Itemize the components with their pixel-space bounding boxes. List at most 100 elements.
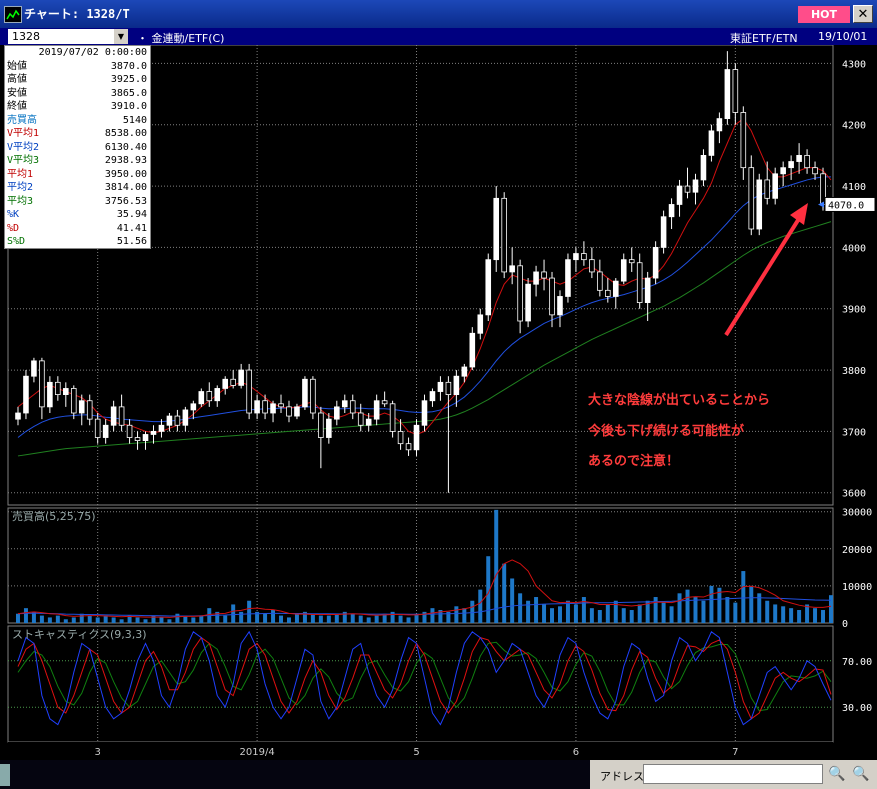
volume-bar [398,615,403,623]
stochastic-sd-line [17,641,832,712]
x-tick-label: 7 [732,747,738,758]
symbol-value: 1328 [12,30,40,43]
chart-app-icon [4,6,22,23]
candle [134,437,141,441]
volume-bar [573,604,578,623]
candle [198,391,205,405]
candle [636,262,643,304]
address-input[interactable] [643,764,823,784]
ohlc-row-value: 5140 [122,114,147,126]
volume-bar [111,617,116,623]
volume-bar [470,600,475,623]
candle [126,424,133,438]
price-tick-label: 4000 [842,243,866,254]
ohlc-row-label: 高値 [7,74,27,85]
x-tick-label: 5 [413,747,419,758]
ohlc-row: 終値 3910.0 [5,100,150,114]
candle [756,179,763,230]
address-label: アドレス [600,770,644,783]
volume-bar [725,597,730,623]
candle [668,204,675,218]
candle [732,69,739,113]
chevron-down-icon[interactable]: ▼ [114,29,128,44]
volume-bar [310,613,315,623]
volume-bar [677,593,682,623]
volume-bar [430,608,435,623]
ohlc-row-value: 8538.00 [104,128,147,139]
ohlc-row-label: %D [7,222,20,234]
volume-bar [757,593,762,623]
search-alt-icon[interactable]: 🔍 [852,766,870,782]
x-tick-label: 3 [95,747,101,758]
ohlc-row: 平均1 3950.00 [5,168,150,182]
candle [780,167,786,175]
volume-bar [151,615,156,623]
volume-bar [390,611,395,623]
symbol-selector[interactable]: 1328 ▼ [8,29,128,44]
candle [381,400,388,405]
candle [15,412,21,420]
ohlc-row-label: 売買高 [7,114,37,126]
candle [509,265,515,273]
volume-bar [645,600,650,623]
ohlc-row-label: V平均3 [7,155,40,166]
volume-bar [685,589,690,623]
ohlc-row: V平均1 8538.00 [5,127,150,141]
candle [812,167,818,175]
arrow-head [790,203,808,225]
volume-bar [143,619,148,623]
current-date: 19/10/01 [818,30,868,43]
candle [63,388,69,396]
volume-bar [613,600,618,623]
ohlc-row-label: V平均1 [7,128,40,139]
candle [341,400,348,408]
volume-bar [183,615,188,623]
candle [644,277,651,303]
hot-button[interactable]: HOT [798,6,850,23]
volume-bar [366,617,371,623]
volume-bar [358,615,363,623]
volume-panel: 0 10000 20000 30000 売買高(5,25,75) [7,507,872,630]
volume-bar [741,571,746,623]
ohlc-row-value: 3910.0 [110,101,147,112]
x-axis-strip [8,742,833,757]
volume-bar [63,619,68,623]
candle [318,412,324,438]
candle [485,259,492,316]
ohlc-rows: 始値 3870.0 高値 3925.0 安値 3865.0 終値 3910.0 売買高 5140 V… [5,60,150,249]
volume-bar [23,608,28,623]
ohlc-row-value: 2938.93 [104,155,147,166]
callout-line: あるので注意！ [588,454,680,469]
candle [605,289,611,297]
volume-bar [159,617,164,623]
candle [349,400,356,414]
candle [477,314,484,334]
stochastic-title: ストキャスティクス(9,3,3) [12,628,147,641]
candle [597,271,603,291]
volume-bar [79,613,84,623]
stochastic-tick-label: 30.00 [842,703,872,714]
volume-bar [326,615,331,623]
candle [166,415,173,426]
candle [150,430,157,435]
candle [692,179,699,193]
ohlc-row-label: 始値 [7,60,27,72]
candle [708,130,715,156]
volume-bar [797,610,802,623]
candle [70,388,77,414]
price-tick-label: 3600 [842,489,866,500]
candle [445,381,452,396]
ohlc-row-value: 41.41 [116,222,147,234]
candle [589,259,595,273]
volume-bar [597,610,602,623]
volume-bar [581,597,586,623]
volume-bar [199,615,204,623]
volume-bar [805,604,810,623]
candle [764,179,771,199]
chart-area[interactable]: 3600 3700 3800 3900 4000 4100 4200 4300 4070.0 0… [0,45,877,760]
candle [461,366,468,377]
search-icon[interactable]: 🔍 [828,766,846,782]
volume-tick-label: 10000 [842,582,872,593]
candle [740,112,747,169]
close-button[interactable]: ✕ [853,5,873,23]
